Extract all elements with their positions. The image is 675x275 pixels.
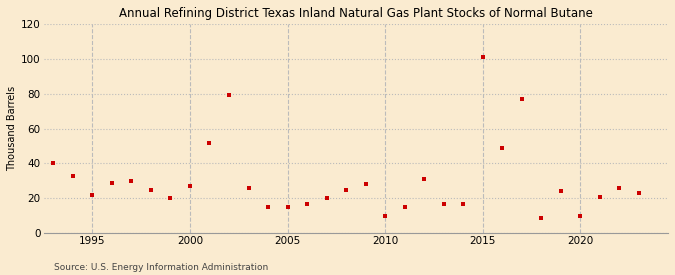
Point <box>68 174 78 178</box>
Point <box>204 140 215 145</box>
Point <box>633 191 644 195</box>
Text: Source: U.S. Energy Information Administration: Source: U.S. Energy Information Administ… <box>54 263 268 272</box>
Point <box>497 145 508 150</box>
Point <box>341 188 352 192</box>
Point <box>126 179 137 183</box>
Point <box>536 215 547 220</box>
Point <box>399 205 410 209</box>
Title: Annual Refining District Texas Inland Natural Gas Plant Stocks of Normal Butane: Annual Refining District Texas Inland Na… <box>119 7 593 20</box>
Point <box>418 177 429 182</box>
Point <box>477 55 488 59</box>
Point <box>458 201 468 206</box>
Y-axis label: Thousand Barrels: Thousand Barrels <box>7 86 17 171</box>
Point <box>263 205 273 209</box>
Point <box>302 201 313 206</box>
Point <box>243 186 254 190</box>
Point <box>165 196 176 200</box>
Point <box>380 214 391 218</box>
Point <box>87 193 98 197</box>
Point <box>223 93 234 98</box>
Point <box>595 194 605 199</box>
Point <box>614 186 624 190</box>
Point <box>184 184 195 188</box>
Point <box>556 189 566 194</box>
Point <box>360 182 371 187</box>
Point <box>107 180 117 185</box>
Point <box>516 97 527 101</box>
Point <box>146 188 157 192</box>
Point <box>282 205 293 209</box>
Point <box>438 201 449 206</box>
Point <box>575 214 586 218</box>
Point <box>48 161 59 166</box>
Point <box>321 196 332 200</box>
